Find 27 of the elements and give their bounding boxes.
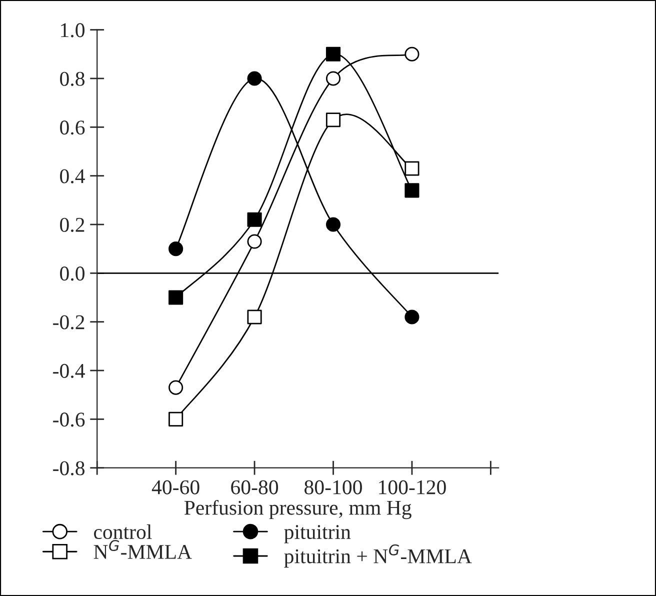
y-tick-label: 0.8 <box>60 72 84 86</box>
y-tick-label: -0.2 <box>53 315 84 330</box>
y-tick-label: 1.0 <box>61 23 84 38</box>
x-tick-label: 100-120 <box>379 480 446 494</box>
y-tick-label: 0.4 <box>60 169 85 184</box>
y-tick-label: -0.8 <box>53 461 84 476</box>
point <box>247 212 262 227</box>
y-tick-label: -0.4 <box>53 364 85 378</box>
point <box>404 183 420 198</box>
point <box>326 112 341 128</box>
y-tick-label: 0.0 <box>60 266 84 281</box>
point <box>168 412 184 426</box>
legend-label: control <box>94 524 152 540</box>
x-axis-title: Perfusion pressure, mm Hg <box>184 500 412 520</box>
y-tick-label: -0.6 <box>53 412 85 427</box>
x-tick-label: 80-100 <box>304 480 362 494</box>
point <box>326 46 341 62</box>
legend-label: N$^{G}$-MMLA <box>94 540 192 559</box>
legend-label: pituitrin + N$^{G}$-MMLA <box>284 544 472 568</box>
x-tick-label: 60-80 <box>231 480 278 494</box>
point <box>404 161 420 176</box>
point <box>168 290 184 305</box>
x-tick-label: 40-60 <box>152 480 200 494</box>
y-tick-label: 0.2 <box>60 218 84 232</box>
point <box>247 310 262 324</box>
y-tick-label: 0.6 <box>60 120 85 135</box>
legend-label: pituitrin <box>284 525 351 544</box>
